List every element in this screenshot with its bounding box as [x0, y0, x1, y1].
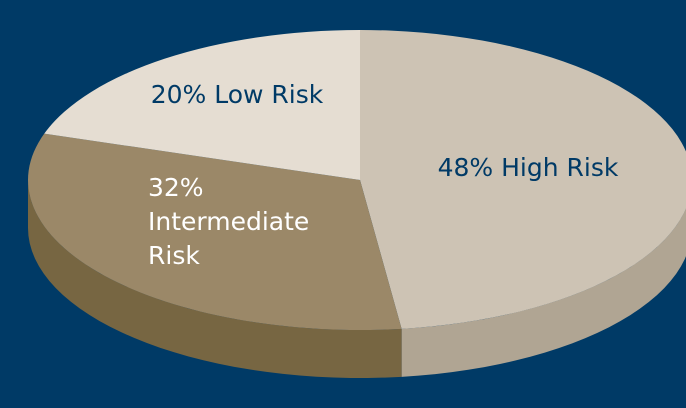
pie-side-high-risk — [401, 208, 686, 377]
pie-slice-intermediate-risk — [28, 133, 402, 331]
label-line: 20% Low Risk — [151, 80, 324, 109]
pie-side-walls — [28, 180, 686, 378]
pie-top-faces — [28, 30, 686, 331]
pie-labels: 48% High Risk 32% Intermediate Risk 20% Low … — [148, 80, 619, 270]
label-intermediate-risk: 32% Intermediate Risk — [148, 173, 309, 270]
label-line: Intermediate — [148, 207, 309, 236]
pie-slice-high-risk — [360, 30, 686, 329]
label-line: Risk — [148, 241, 200, 270]
label-high-risk: 48% High Risk — [438, 153, 619, 182]
label-low-risk: 20% Low Risk — [151, 80, 324, 109]
pie-side-intermediate-risk — [28, 180, 402, 378]
label-line: 48% High Risk — [438, 153, 619, 182]
label-line: 32% — [148, 173, 204, 202]
pie-slice-low-risk — [44, 30, 360, 180]
